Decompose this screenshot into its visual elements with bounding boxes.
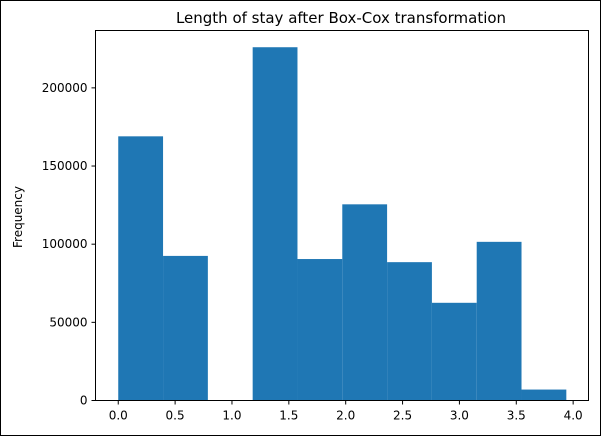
y-axis-label: Frequency [11,186,25,248]
histogram-bar-3 [252,47,298,401]
plot-area-border [95,30,589,401]
x-axis-ticks: 0.0 0.5 1.0 1.5 2.0 2.5 3.0 3.5 4.0 [109,400,583,423]
x-tick-label: 3.0 [450,409,469,423]
y-axis-ticks: 0 50000 100000 150000 200000 [42,81,96,408]
y-tick-label: 200000 [42,81,88,95]
x-tick-label: 3.5 [507,409,526,423]
histogram-bar-1 [163,255,208,401]
x-tick-label: 2.5 [393,409,412,423]
x-tick-label: 2.0 [336,409,355,423]
bars-group [118,47,567,401]
histogram-bar-7 [431,302,477,401]
y-tick-label: 100000 [42,237,88,251]
x-tick-label: 0.5 [166,409,185,423]
histogram-bar-5 [342,204,388,401]
histogram-bar-9 [521,389,567,401]
y-tick-label: 0 [80,394,88,408]
x-tick-label: 1.0 [222,409,241,423]
x-tick-label: 1.5 [279,409,298,423]
histogram-bar-8 [476,241,522,401]
x-tick-label: 0.0 [109,409,128,423]
histogram-bar-6 [387,262,432,401]
y-tick-label: 50000 [49,315,87,329]
histogram-bar-0 [118,136,164,401]
x-tick-label: 4.0 [564,409,583,423]
histogram-bar-4 [297,259,343,401]
y-tick-label: 150000 [42,159,88,173]
chart-title: Length of stay after Box-Cox transformat… [176,9,506,27]
